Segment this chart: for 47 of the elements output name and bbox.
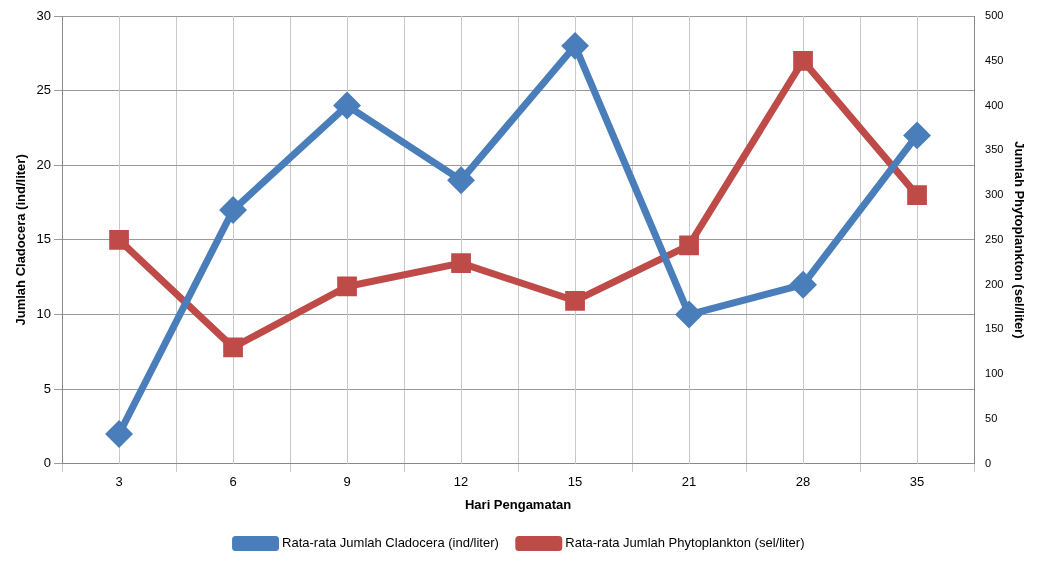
point: [223, 337, 243, 358]
point: [448, 167, 474, 193]
point: [793, 50, 813, 71]
x-tick-label: 15: [567, 474, 583, 490]
y2-axis-title: Jumlah Phytoplankton (sel/liter): [1011, 141, 1027, 339]
legend-label: Rata-rata Jumlah Phytoplankton (sel/liter): [565, 535, 805, 551]
x-tick-label: 35: [909, 474, 925, 490]
point: [565, 290, 585, 311]
x-tick-label: 21: [681, 474, 697, 490]
y-tick-label: 0: [43, 455, 52, 471]
point: [676, 302, 702, 328]
point: [220, 197, 246, 223]
y2-tick-label: 0: [985, 456, 992, 469]
y2-tick-label: 450: [985, 53, 1004, 66]
y2-tick-label: 100: [985, 367, 1004, 380]
y-axis-title: Jumlah Cladocera (ind/liter): [13, 154, 29, 326]
point: [790, 272, 816, 298]
y2-tick-label: 200: [985, 277, 1004, 290]
x-tick-label: 6: [229, 474, 237, 490]
y2-tick-label: 250: [985, 232, 1004, 245]
y-tick-label: 10: [36, 306, 52, 322]
y-tick-label: 15: [36, 231, 52, 247]
point: [451, 253, 471, 274]
y-tick-label: 25: [36, 82, 52, 98]
x-tick-label: 3: [115, 474, 123, 490]
point: [904, 122, 930, 148]
point: [109, 230, 129, 250]
legend-label: Rata-rata Jumlah Cladocera (ind/liter): [282, 535, 499, 551]
y-tick-label: 30: [36, 7, 52, 23]
point: [106, 421, 132, 447]
y2-tick-label: 400: [985, 98, 1004, 111]
y2-tick-label: 500: [985, 9, 1004, 22]
point: [562, 33, 588, 59]
y2-tick-label: 350: [985, 143, 1004, 156]
x-axis-title: Hari Pengamatan: [464, 496, 572, 512]
y2-tick-label: 150: [985, 322, 1004, 335]
point: [337, 276, 357, 297]
point: [679, 235, 699, 256]
y-tick-label: 5: [43, 380, 52, 396]
x-tick-label: 9: [343, 474, 351, 490]
point: [334, 93, 360, 119]
x-tick-label: 12: [453, 474, 469, 490]
x-tick-label: 28: [795, 474, 811, 490]
y-tick-label: 20: [36, 156, 52, 172]
y2-tick-label: 50: [985, 412, 998, 425]
y2-tick-label: 300: [985, 188, 1004, 201]
point: [907, 185, 927, 205]
